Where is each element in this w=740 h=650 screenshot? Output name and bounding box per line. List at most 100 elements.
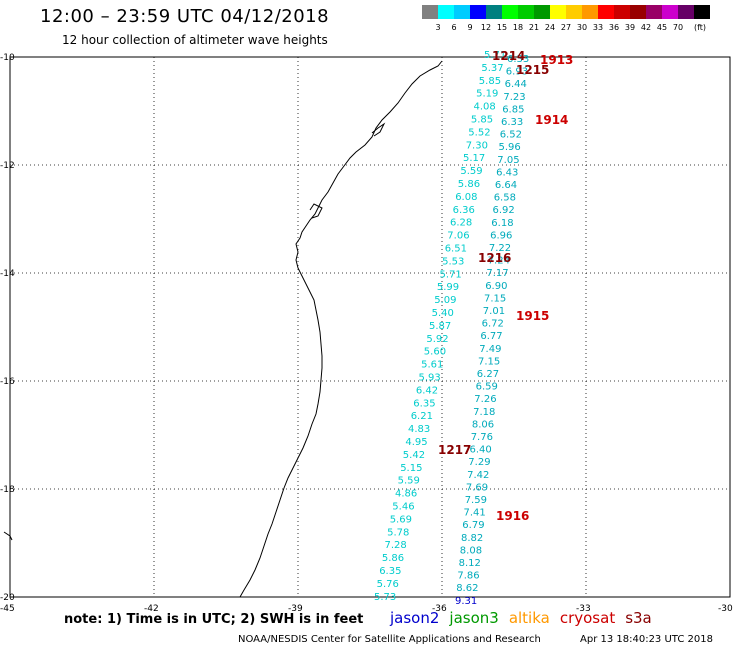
wave-height-value: 6.08 xyxy=(455,192,477,203)
wave-height-value: 4.83 xyxy=(408,424,430,435)
wave-height-value: 7.18 xyxy=(473,407,495,418)
wave-height-value: 8.08 xyxy=(460,545,482,556)
color-scale-label: 45 xyxy=(656,23,668,32)
wave-height-value: 6.35 xyxy=(379,566,401,577)
wave-height-value: 6.77 xyxy=(480,331,502,342)
wave-height-value: 7.69 xyxy=(466,482,488,493)
color-swatch xyxy=(566,5,582,19)
wave-height-value: 6.42 xyxy=(416,385,438,396)
wave-height-value: 5.15 xyxy=(400,463,422,474)
color-swatch xyxy=(534,5,550,19)
wave-height-value: 8.82 xyxy=(461,533,483,544)
wave-height-value: 6.59 xyxy=(476,382,498,393)
wave-height-value: 5.60 xyxy=(424,347,446,358)
wave-height-value: 6.28 xyxy=(450,218,472,229)
footnote: note: 1) Time is in UTC; 2) SWH is in fe… xyxy=(64,612,364,627)
wave-height-value: 5.71 xyxy=(440,269,462,280)
legend-altika: altika xyxy=(508,609,550,627)
color-scale-label: 21 xyxy=(528,23,540,32)
wave-height-value: 5.93 xyxy=(419,373,441,384)
wave-height-value: 7.41 xyxy=(464,508,486,519)
wave-height-value: 4.86 xyxy=(395,489,417,500)
color-swatch xyxy=(614,5,630,19)
lat-label: -20 xyxy=(0,593,15,603)
color-swatch xyxy=(630,5,646,19)
wave-height-value: 8.12 xyxy=(459,558,481,569)
wave-height-value: 5.76 xyxy=(377,579,399,590)
color-scale-label: 33 xyxy=(592,23,604,32)
wave-height-value: 5.61 xyxy=(421,360,443,371)
grid-lines xyxy=(10,57,730,597)
wave-height-value: 5.59 xyxy=(460,166,482,177)
wave-height-value: 5.73 xyxy=(374,592,396,603)
wave-height-value: 7.05 xyxy=(497,155,519,166)
wave-height-value: 8.62 xyxy=(456,583,478,594)
lon-label: -30 xyxy=(718,604,733,614)
lon-label: -39 xyxy=(288,604,303,614)
wave-height-value: 6.27 xyxy=(477,369,499,380)
wave-height-value: 5.59 xyxy=(398,476,420,487)
wave-height-value: 5.85 xyxy=(479,76,501,87)
wave-height-value: 6.18 xyxy=(491,218,513,229)
wave-height-value: 5.53 xyxy=(442,256,464,267)
coast-bay xyxy=(309,203,323,219)
coast-fragment xyxy=(3,531,13,541)
credit-text: NOAA/NESDIS Center for Satellite Applica… xyxy=(238,634,541,645)
map-frame xyxy=(9,56,731,598)
time-label: 1217 xyxy=(438,443,471,457)
color-swatch xyxy=(486,5,502,19)
color-swatch xyxy=(694,5,710,19)
color-scale-label: 39 xyxy=(624,23,636,32)
wave-height-value: 6.96 xyxy=(490,230,512,241)
wave-height-value: 6.64 xyxy=(495,180,517,191)
wave-height-value: 7.01 xyxy=(483,306,505,317)
color-scale-label: 18 xyxy=(512,23,524,32)
color-scale-label: 70 xyxy=(672,23,684,32)
wave-height-value: 6.36 xyxy=(453,205,475,216)
wave-height-value: 6.21 xyxy=(411,411,433,422)
color-scale-label: 30 xyxy=(576,23,588,32)
wave-height-value: 7.28 xyxy=(385,540,407,551)
time-label: 1916 xyxy=(496,509,529,523)
wave-height-value: 6.90 xyxy=(485,281,507,292)
color-scale-label: 3 xyxy=(435,23,441,32)
time-label: 1214 xyxy=(492,49,525,63)
wave-height-value: 7.24 xyxy=(488,256,510,267)
wave-height-value: 5.46 xyxy=(392,502,414,513)
wave-height-value: 5.86 xyxy=(458,179,480,190)
color-scale-unit: (ft) xyxy=(693,23,707,32)
wave-height-value: 5.85 xyxy=(471,115,493,126)
lon-label: -33 xyxy=(576,604,591,614)
wave-height-value: 6.44 xyxy=(505,79,527,90)
lat-label: -16 xyxy=(0,377,15,387)
lat-label: -18 xyxy=(0,485,15,495)
legend-jason3: jason3 xyxy=(449,609,499,627)
color-scale-label: 27 xyxy=(560,23,572,32)
wave-height-value: 6.58 xyxy=(494,193,516,204)
wave-height-value: 6.51 xyxy=(445,244,467,255)
color-swatch xyxy=(470,5,486,19)
lon-label: -42 xyxy=(144,604,159,614)
wave-height-value: 6.40 xyxy=(470,445,492,456)
time-label: 1915 xyxy=(516,309,549,323)
wave-height-value: 7.26 xyxy=(474,394,496,405)
wave-height-value: 7.86 xyxy=(457,571,479,582)
wave-height-value: 7.23 xyxy=(503,92,525,103)
lon-label: -36 xyxy=(432,604,447,614)
map-subtitle: 12 hour collection of altimeter wave hei… xyxy=(62,33,328,47)
wave-height-value: 6.93 xyxy=(506,67,528,78)
legend-cryosat: cryosat xyxy=(559,609,616,627)
wave-height-value: 5.99 xyxy=(437,282,459,293)
wave-height-value: 6.92 xyxy=(493,205,515,216)
lat-label: -10 xyxy=(0,53,15,63)
wave-height-value: 7.29 xyxy=(468,457,490,468)
color-scale-label: 15 xyxy=(496,23,508,32)
time-label: 1215 xyxy=(516,63,549,77)
wave-height-value: 5.17 xyxy=(463,153,485,164)
wave-height-value: 5.92 xyxy=(426,334,448,345)
legend-s3a: s3a xyxy=(625,609,652,627)
wave-height-value: 6.35 xyxy=(413,398,435,409)
wave-height-value: 5.87 xyxy=(429,321,451,332)
wave-height-value: 5.52 xyxy=(468,127,490,138)
